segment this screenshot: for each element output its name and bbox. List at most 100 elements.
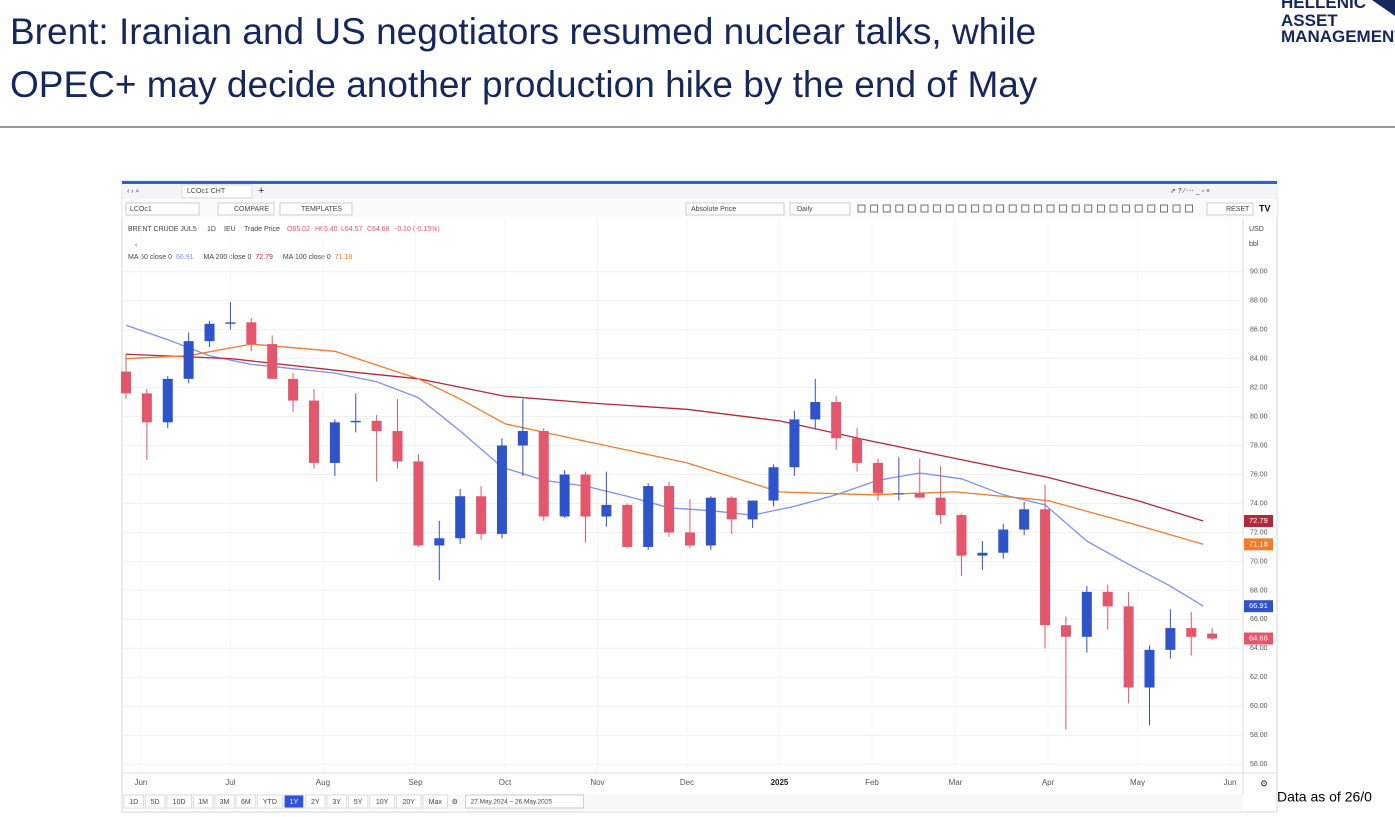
tool-icon[interactable] [1097, 204, 1105, 213]
range-button[interactable] [192, 794, 214, 809]
tool-icon[interactable] [983, 204, 992, 213]
price-mode[interactable]: Absolute Price [691, 206, 736, 213]
range-button-label[interactable]: 6M [241, 799, 251, 806]
tool-icon[interactable] [882, 204, 891, 213]
candle-body [267, 344, 278, 379]
tool-icon[interactable] [908, 204, 916, 213]
candle-body [684, 532, 695, 546]
candle-body [1165, 628, 1176, 650]
range-button-label[interactable]: 1Y [290, 799, 299, 806]
range-button-label[interactable]: 1M [198, 799, 208, 806]
range-button[interactable] [214, 794, 235, 809]
reset-button[interactable] [1206, 202, 1254, 216]
x-tick-label: Feb [865, 778, 879, 787]
tool-icon[interactable] [1059, 204, 1067, 213]
tool-icon[interactable] [945, 204, 954, 213]
range-settings[interactable]: ⚙ [452, 798, 458, 806]
window-controls[interactable]: ⇗ ? ⁄ ⋯ _ ▫ × [1170, 188, 1210, 195]
range-button-label[interactable]: YTD [263, 799, 277, 806]
tool-icon[interactable] [1008, 204, 1017, 213]
range-button[interactable] [305, 794, 326, 809]
range-button[interactable] [257, 794, 283, 809]
range-button-label[interactable]: 3M [220, 799, 230, 806]
range-button-label[interactable]: 20Y [402, 799, 415, 806]
candle-body [434, 538, 445, 546]
tool-icon[interactable] [1034, 204, 1042, 213]
symbol[interactable]: LCOc1 [130, 206, 152, 213]
range-button[interactable] [347, 794, 369, 809]
tool-icon[interactable] [1046, 204, 1055, 213]
interval[interactable]: Daily [797, 206, 813, 213]
tool-icon[interactable] [1134, 204, 1143, 213]
range-button-label[interactable]: 2Y [311, 799, 320, 806]
tool-icon[interactable] [933, 204, 941, 213]
compare-label[interactable]: COMPARE [234, 206, 269, 213]
plot: 56.00 58.00 60.00 62.00 64.00 66.00 68.00 70.00… [120, 218, 1273, 787]
tab-bar [122, 184, 1277, 199]
tool-icon[interactable] [1109, 204, 1118, 213]
tool-icon[interactable] [958, 204, 967, 213]
tool-icon[interactable] [920, 204, 929, 213]
tool-icon[interactable] [1160, 204, 1168, 213]
range-button[interactable] [422, 794, 449, 809]
ma-legend-value: 72.79 [255, 254, 273, 261]
y-tick-label: 56.00 [1250, 761, 1268, 768]
interval-select[interactable] [789, 202, 851, 216]
range-button-label[interactable]: 10D [173, 799, 186, 806]
tab-label[interactable]: LCOc1 CHT [187, 188, 226, 195]
price-badge [1244, 600, 1273, 613]
reset-label[interactable]: RESET [1226, 206, 1250, 213]
candle-body [1186, 628, 1197, 637]
y-tick-label: 82.00 [1250, 384, 1268, 391]
nav[interactable]: ‹ › ⌕ [127, 188, 140, 195]
tool-icon[interactable] [1122, 204, 1130, 213]
tool-icon[interactable] [857, 204, 866, 213]
currency[interactable]: USD [1249, 226, 1264, 233]
x-tick-label: Sep [408, 778, 423, 787]
symbol-input[interactable] [125, 202, 200, 216]
candle-body [726, 497, 737, 520]
range-button-label[interactable]: 1D [129, 799, 138, 806]
tool-icon[interactable] [1021, 204, 1030, 213]
templates-button[interactable] [279, 202, 353, 216]
tab[interactable] [181, 184, 253, 199]
add-tab[interactable]: + [258, 185, 264, 197]
candle-body [768, 467, 779, 501]
range-button-label[interactable]: 5Y [354, 799, 363, 806]
range-button[interactable] [166, 794, 192, 809]
candle-body [1207, 633, 1218, 639]
range-button-label[interactable]: 5D [151, 799, 160, 806]
y-tick-label: 74.00 [1250, 500, 1268, 507]
tool-icon[interactable] [996, 204, 1004, 213]
date-range[interactable]: 27.May.2024 – 26.May.2025 [471, 799, 553, 806]
range-button-label[interactable]: Max [429, 799, 443, 806]
date-range-box[interactable] [465, 794, 585, 809]
settings[interactable]: ⚙ [1260, 778, 1268, 788]
tool-icon[interactable] [1147, 204, 1156, 213]
price-mode-select[interactable] [685, 202, 785, 216]
range-button[interactable] [326, 794, 347, 809]
templates-label[interactable]: TEMPLATES [301, 206, 342, 213]
unit[interactable]: bbl [1249, 241, 1259, 248]
compare-button[interactable] [217, 202, 275, 216]
tool-icon[interactable] [1172, 204, 1181, 213]
range-button[interactable] [123, 794, 144, 809]
tool-icon[interactable] [1084, 204, 1093, 213]
tool-icon[interactable] [1071, 204, 1080, 213]
range-button[interactable] [144, 794, 166, 809]
tool-icon[interactable] [1185, 204, 1193, 213]
candle-body [998, 529, 1009, 553]
collapse[interactable]: ‹ [135, 242, 138, 249]
range-button[interactable] [395, 794, 422, 809]
logo-text: ASSET [1281, 11, 1338, 30]
tool-icon[interactable] [870, 204, 878, 213]
candle-body [350, 420, 361, 423]
range-button[interactable] [235, 794, 257, 809]
range-button-label[interactable]: 10Y [376, 799, 389, 806]
range-button[interactable] [283, 794, 305, 809]
candle-body [288, 378, 299, 401]
tool-icon[interactable] [895, 204, 904, 213]
tool-icon[interactable] [971, 204, 979, 213]
range-button-label[interactable]: 3Y [332, 799, 341, 806]
range-button[interactable] [369, 794, 395, 809]
